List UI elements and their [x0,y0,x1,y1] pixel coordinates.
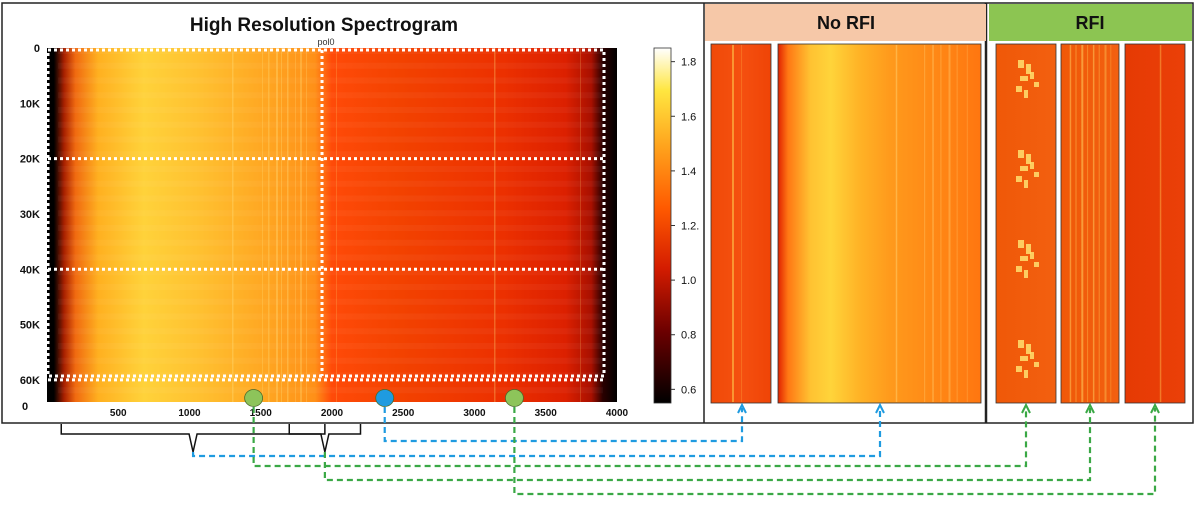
colorbar-ticks: 1.8 1.6 1.4 1.2. 1.0 0.8 0.6 [671,57,699,396]
x-tick-label: 1500 [250,408,273,419]
connector-rfi-1 [252,407,1028,468]
y-tick-label: 10K [20,98,40,110]
x-tick-label: 500 [110,408,127,419]
figure-border [1,2,1194,424]
frequency-marker [505,389,524,407]
colorbar-tick-label: 1.6 [681,111,696,123]
no-rfi-header [705,4,986,41]
chart-title: High Resolution Spectrogram [190,15,458,36]
range-brackets [60,424,362,453]
connector-no-rfi-wide [191,408,882,458]
chart-subtitle: pol0 [317,37,334,47]
rfi-title: RFI [1076,13,1105,33]
rfi-spectrogram-3 [1124,43,1186,404]
x-tick-label: 3500 [535,408,558,419]
main-spectrogram [46,48,617,402]
range-bracket [60,424,326,453]
frequency-marker [375,389,395,407]
arrow-head [875,402,885,414]
x-tick-label: 4000 [606,408,629,419]
y-tick-label: 30K [20,209,40,221]
colorbar [653,47,672,404]
x-tick-label: 2500 [392,408,415,419]
x-axis-ticks: 500 1000 1500 2000 2500 3000 3500 4000 [110,408,629,419]
y-tick-label: 20K [20,154,40,166]
colorbar-tick-label: 1.8 [681,57,696,69]
no-rfi-image-wide [777,43,982,404]
y-tick-label: 60K [20,375,40,387]
arrow-head [737,402,747,414]
y-axis-ticks: 0 10K 20K 30K 40K 50K 60K [20,43,40,387]
frequency-markers [244,389,524,407]
arrow-head [1150,402,1160,414]
arrow-head [1021,402,1031,414]
rfi-spectrogram-2 [1060,43,1120,404]
colorbar-tick-label: 0.6 [681,384,696,396]
no-rfi-spectrogram-wide [777,43,982,404]
connector-rfi-3 [513,407,1157,496]
connector-no-rfi-narrow [383,407,744,443]
x-tick-label: 1000 [178,408,201,419]
spectrogram-grid [46,48,606,382]
grid-border [46,48,606,378]
y-tick-label: 40K [20,264,40,276]
spectrogram-texture [58,48,603,402]
rfi-spectrogram-1 [995,43,1057,404]
y-bottom-label: 0 [22,401,28,413]
rfi-image-1 [995,43,1057,404]
y-tick-label: 50K [20,320,40,332]
colorbar-tick-label: 1.4 [681,166,696,178]
spectrogram-image [47,48,617,402]
colorbar-tick-label: 0.8 [681,330,696,342]
colorbar-tick-label: 1.0 [681,275,696,287]
connector-rfi-2 [323,408,1092,482]
no-rfi-spectrogram-narrow [710,43,772,404]
x-tick-label: 3000 [463,408,486,419]
colorbar-tick-label: 1.2. [681,221,699,233]
rfi-image-3 [1124,43,1186,404]
connector-arrows [191,402,1160,496]
frequency-marker [244,389,264,407]
no-rfi-title: No RFI [817,13,875,33]
arrow-head [1085,402,1095,414]
no-rfi-image-narrow [710,43,772,404]
y-tick-label: 0 [34,43,40,55]
rfi-header [989,4,1192,41]
x-tick-label: 2000 [321,408,344,419]
